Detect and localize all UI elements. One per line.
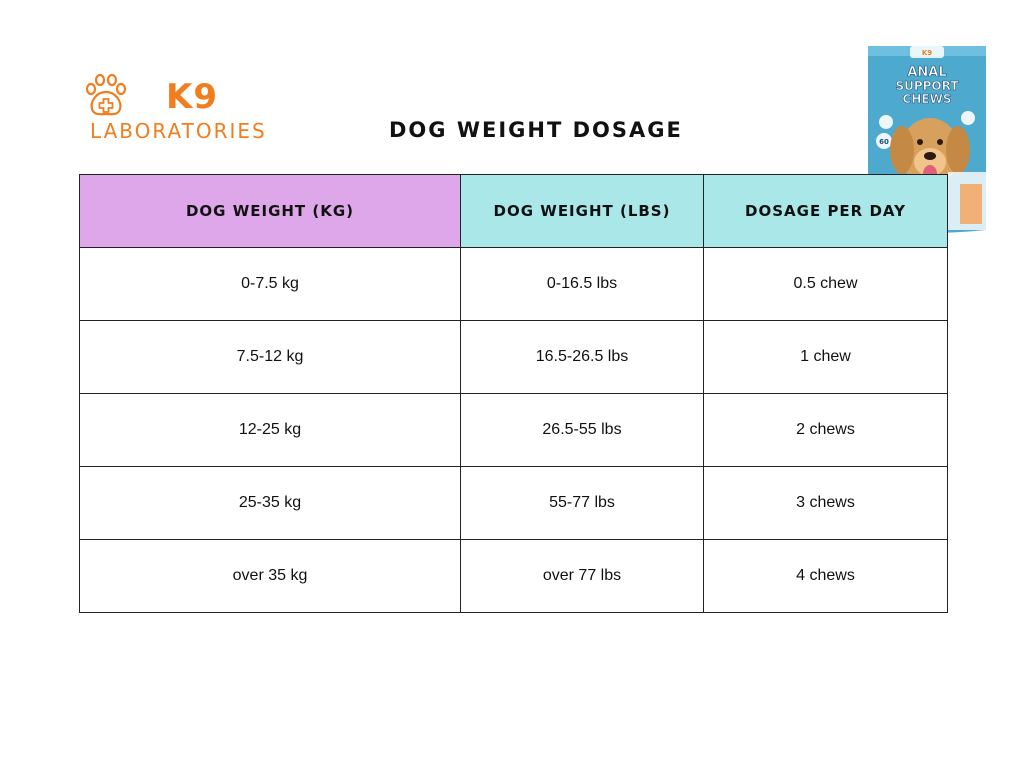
cell-weight-kg: 0-7.5 kg <box>79 247 461 321</box>
cell-dosage: 4 chews <box>703 539 948 613</box>
page-title: DOG WEIGHT DOSAGE <box>389 118 683 142</box>
cell-weight-kg: 12-25 kg <box>79 393 461 467</box>
header-weight-lbs: DOG WEIGHT (LBS) <box>460 174 704 248</box>
table-header-row: DOG WEIGHT (KG) DOG WEIGHT (LBS) DOSAGE … <box>79 174 948 248</box>
product-label-line3: CHEWS <box>903 92 952 106</box>
cell-weight-lbs: over 77 lbs <box>460 539 704 613</box>
cell-weight-lbs: 26.5-55 lbs <box>460 393 704 467</box>
brand-name: K9 <box>166 77 219 117</box>
cell-dosage: 0.5 chew <box>703 247 948 321</box>
cell-weight-kg: 7.5-12 kg <box>79 320 461 394</box>
table-row: over 35 kg over 77 lbs 4 chews <box>79 539 948 613</box>
header-dosage: DOSAGE PER DAY <box>703 174 948 248</box>
table-row: 0-7.5 kg 0-16.5 lbs 0.5 chew <box>79 247 948 321</box>
product-label-line1: ANAL <box>907 65 946 80</box>
cell-dosage: 3 chews <box>703 466 948 540</box>
product-count: 60 <box>879 138 889 146</box>
table-row: 25-35 kg 55-77 lbs 3 chews <box>79 466 948 540</box>
paw-icon <box>85 74 127 116</box>
k9-logo: K9 LABORATORIES <box>84 74 314 144</box>
product-brand: K9 <box>922 49 932 57</box>
cell-dosage: 1 chew <box>703 320 948 394</box>
cell-weight-kg: 25-35 kg <box>79 466 461 540</box>
table-row: 12-25 kg 26.5-55 lbs 2 chews <box>79 393 948 467</box>
header-weight-kg: DOG WEIGHT (KG) <box>79 174 461 248</box>
cell-weight-kg: over 35 kg <box>79 539 461 613</box>
cell-weight-lbs: 55-77 lbs <box>460 466 704 540</box>
cell-weight-lbs: 16.5-26.5 lbs <box>460 320 704 394</box>
cell-weight-lbs: 0-16.5 lbs <box>460 247 704 321</box>
dosage-table: DOG WEIGHT (KG) DOG WEIGHT (LBS) DOSAGE … <box>79 174 948 613</box>
product-label-line2: SUPPORT <box>895 79 959 93</box>
cell-dosage: 2 chews <box>703 393 948 467</box>
brand-subtitle: LABORATORIES <box>90 119 267 143</box>
table-row: 7.5-12 kg 16.5-26.5 lbs 1 chew <box>79 320 948 394</box>
